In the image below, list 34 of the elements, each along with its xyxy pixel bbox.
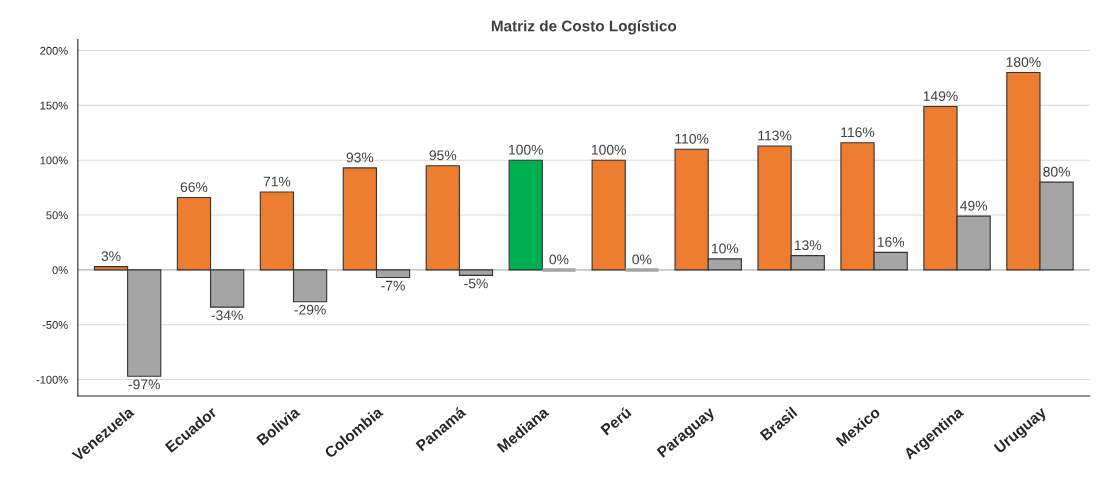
data-label: 110%	[675, 133, 709, 144]
data-label: -5%	[464, 278, 488, 289]
data-label: 13%	[794, 240, 822, 251]
y-tick-label: 200%	[40, 46, 68, 55]
y-tick-label: 50%	[46, 211, 68, 220]
bar	[591, 159, 626, 271]
data-label: -29%	[294, 304, 326, 315]
data-label: 116%	[841, 127, 875, 138]
data-label: -34%	[211, 310, 243, 321]
data-label: 71%	[263, 176, 291, 187]
y-tick-label: -50%	[42, 320, 68, 329]
bar	[508, 159, 543, 271]
y-tick-label: 0%	[52, 266, 68, 275]
data-label: 80%	[1043, 166, 1070, 177]
data-label: 95%	[429, 150, 457, 161]
data-label: 49%	[960, 200, 988, 211]
data-label: 0%	[632, 254, 652, 265]
data-label: -97%	[128, 379, 160, 390]
data-label: 100%	[509, 144, 544, 155]
y-tick-label: -100%	[36, 375, 68, 384]
y-tick-label: 100%	[40, 156, 68, 165]
data-label: 100%	[591, 144, 626, 155]
chart-title: Matriz de Costo Logístico	[491, 20, 677, 35]
data-label: 3%	[101, 251, 121, 262]
data-label: 93%	[346, 152, 374, 163]
data-label: 149%	[923, 91, 958, 101]
data-label: 0%	[549, 254, 569, 265]
data-label: 113%	[758, 130, 792, 141]
data-label: 10%	[711, 243, 739, 254]
y-tick-label: 150%	[40, 101, 68, 110]
data-label: -7%	[381, 280, 405, 291]
data-label: 16%	[877, 236, 905, 247]
data-label: 180%	[1006, 57, 1041, 67]
data-label: 66%	[180, 182, 208, 192]
